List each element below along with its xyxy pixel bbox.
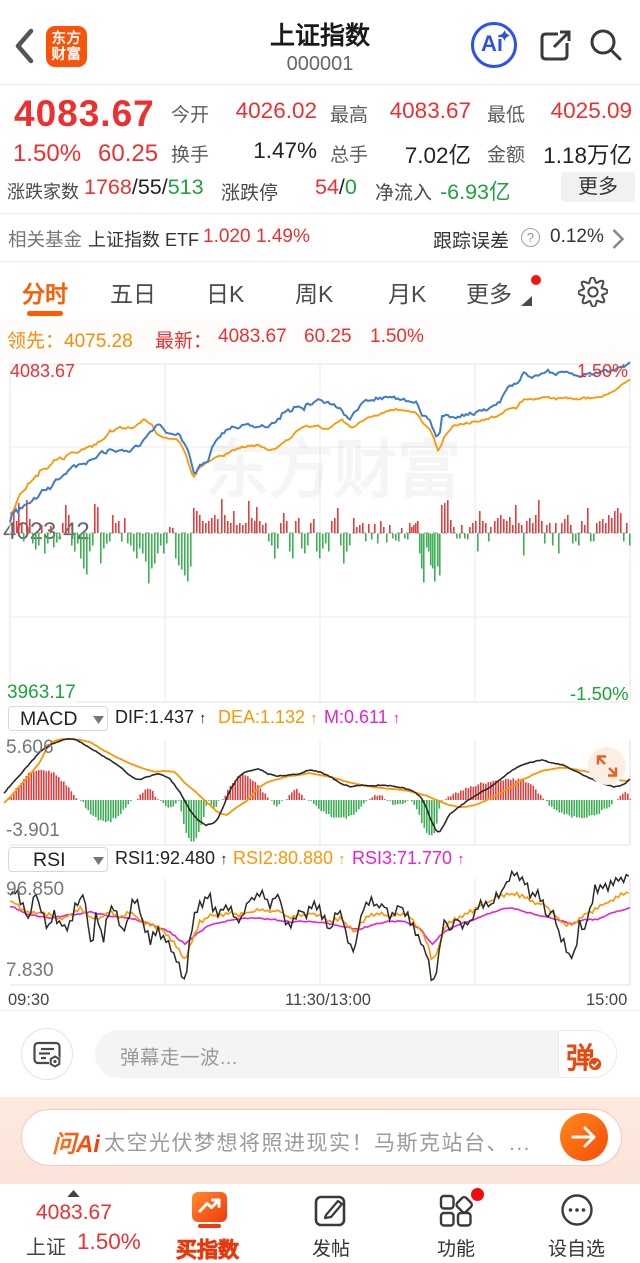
svg-text:东方财富: 东方财富 (205, 434, 461, 506)
